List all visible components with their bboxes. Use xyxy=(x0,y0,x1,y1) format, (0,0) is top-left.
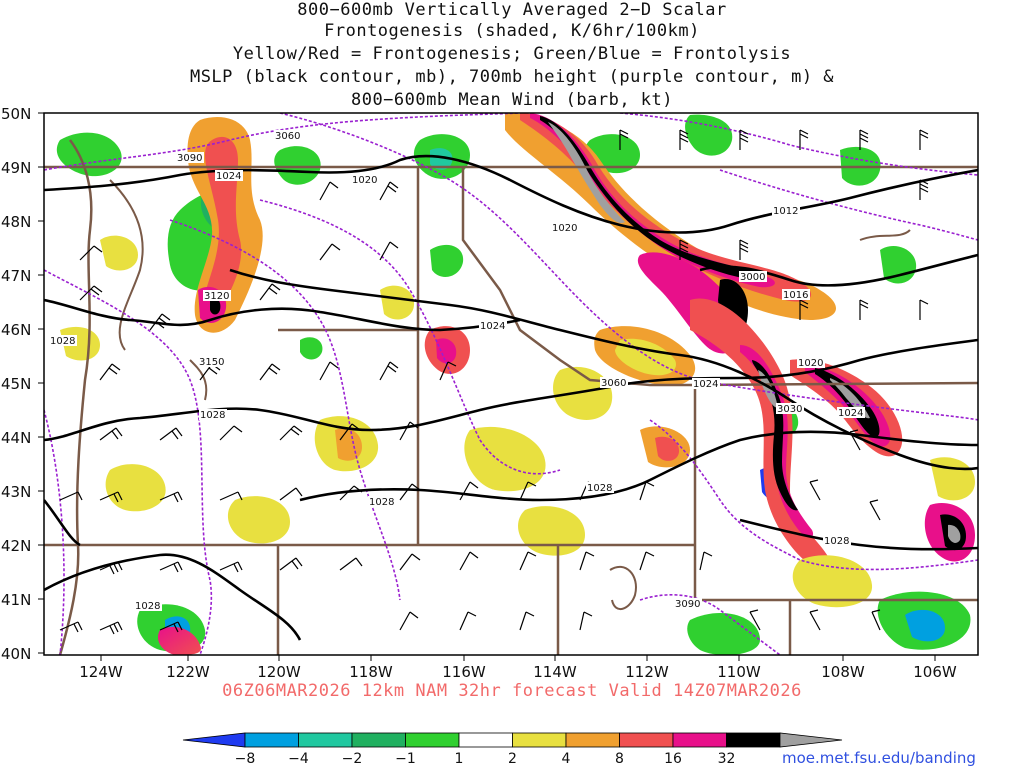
lat-label: 50N xyxy=(1,105,31,123)
mslp-label: 1028 xyxy=(135,601,160,612)
mslp-label: 1028 xyxy=(369,497,394,508)
colorbar-arrow-right xyxy=(779,732,843,748)
forecast-valid-line: 06Z06MAR2026 12km NAM 32hr forecast Vali… xyxy=(222,681,802,701)
lon-label: 114W xyxy=(533,663,577,681)
mslp-label: 1028 xyxy=(587,483,612,494)
height-labels: 3060 3090 3120 3150 3000 3030 3060 3090 xyxy=(176,130,804,610)
map-title-line-2: Frontogenesis (shaded, K/6hr/100km) xyxy=(324,21,700,41)
lon-label: 124W xyxy=(79,663,123,681)
latitude-labels: 50N 49N 48N 47N 46N 45N 44N 43N 42N 41N … xyxy=(1,105,44,663)
colorbar-swatch xyxy=(244,732,299,748)
colorbar-arrow-left xyxy=(182,732,246,748)
colorbar-tick-label: 2 xyxy=(508,751,517,767)
height-label: 3150 xyxy=(199,357,224,368)
lat-label: 47N xyxy=(1,267,31,285)
mslp-label: 1020 xyxy=(352,175,377,186)
longitude-labels: 124W 122W 120W 118W 116W 114W 112W 110W … xyxy=(79,655,957,681)
lat-label: 46N xyxy=(1,321,31,339)
mslp-label: 1012 xyxy=(773,206,798,217)
colorbar-tick-label: 16 xyxy=(664,751,682,767)
mslp-label: 1028 xyxy=(50,336,75,347)
map-title-line-4: MSLP (black contour, mb), 700mb height (… xyxy=(189,67,835,87)
colorbar-tick-label: −8 xyxy=(235,751,256,767)
lon-label: 106W xyxy=(913,663,957,681)
mslp-label: 1024 xyxy=(693,379,718,390)
mslp-label: 1024 xyxy=(480,321,505,332)
mslp-labels: 1024 1020 1020 1012 1016 1020 1024 1024 … xyxy=(49,170,865,612)
colorbar-swatch xyxy=(351,732,406,748)
wind-barbs xyxy=(59,129,929,635)
colorbar-swatch xyxy=(458,732,513,748)
lat-label: 42N xyxy=(1,537,31,555)
colorbar-tick-label: 4 xyxy=(562,751,571,767)
colorbar-tick-label: 32 xyxy=(718,751,736,767)
map-title-line-5: 800−600mb Mean Wind (barb, kt) xyxy=(350,90,674,110)
colorbar-tick-label: 8 xyxy=(615,751,624,767)
state-borders xyxy=(44,139,978,655)
lat-label: 41N xyxy=(1,591,31,609)
height-label: 3060 xyxy=(601,378,626,389)
map-title-line-3: Yellow/Red = Frontogenesis; Green/Blue =… xyxy=(232,44,792,64)
lat-label: 44N xyxy=(1,429,31,447)
colorbar-swatch xyxy=(565,732,620,748)
colorbar-swatch xyxy=(298,732,353,748)
frontogenesis-shading xyxy=(56,113,975,655)
map-title-line-1: 800−600mb Vertically Averaged 2−D Scalar xyxy=(297,0,727,20)
lon-label: 122W xyxy=(166,663,210,681)
mslp-label: 1024 xyxy=(216,171,241,182)
lat-label: 49N xyxy=(1,159,31,177)
mslp-label: 1024 xyxy=(838,408,863,419)
lat-label: 40N xyxy=(1,645,31,663)
lon-label: 110W xyxy=(717,663,761,681)
mslp-label: 1016 xyxy=(783,290,808,301)
lat-label: 45N xyxy=(1,375,31,393)
height-label: 3120 xyxy=(204,291,229,302)
credit-link[interactable]: moe.met.fsu.edu/banding xyxy=(782,749,976,767)
colorbar-swatch xyxy=(726,732,781,748)
colorbar-swatch xyxy=(672,732,727,748)
mslp-label: 1020 xyxy=(798,358,823,369)
colorbar-swatch xyxy=(619,732,674,748)
colorbar-tick-label: −4 xyxy=(288,751,309,767)
colorbar-legend: −8 −4 −2 −1 1 2 4 8 16 32 xyxy=(182,732,843,767)
mslp-label: 1028 xyxy=(824,536,849,547)
height-label: 3090 xyxy=(675,599,700,610)
height-contours-700mb xyxy=(44,113,978,655)
lon-label: 116W xyxy=(442,663,486,681)
colorbar-swatch xyxy=(512,732,567,748)
lat-label: 48N xyxy=(1,213,31,231)
colorbar-tick-label: 1 xyxy=(455,751,464,767)
mslp-contours xyxy=(44,154,978,641)
lon-label: 108W xyxy=(821,663,865,681)
colorbar-tick-label: −1 xyxy=(395,751,416,767)
mslp-label: 1028 xyxy=(200,410,225,421)
height-label: 3000 xyxy=(740,272,765,283)
lon-label: 118W xyxy=(349,663,393,681)
mslp-label: 1020 xyxy=(552,223,577,234)
map-frame xyxy=(43,112,979,656)
colorbar-tick-label: −2 xyxy=(342,751,363,767)
lon-label: 112W xyxy=(625,663,669,681)
height-label: 3090 xyxy=(177,153,202,164)
lon-label: 120W xyxy=(257,663,301,681)
lat-label: 43N xyxy=(1,483,31,501)
height-label: 3030 xyxy=(777,404,802,415)
colorbar-swatch xyxy=(405,732,460,748)
height-label: 3060 xyxy=(275,131,300,142)
